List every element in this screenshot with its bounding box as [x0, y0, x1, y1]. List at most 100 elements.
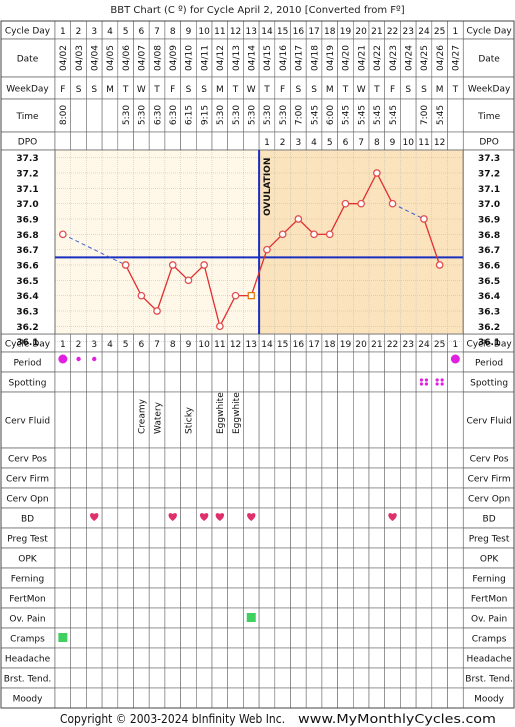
grid-cell — [337, 487, 354, 509]
weekday-label: T — [122, 85, 129, 95]
y-tick-label-right: 37.2 — [478, 170, 500, 180]
grid-cell — [305, 487, 323, 509]
grid-cell — [243, 567, 260, 589]
grid-cell — [133, 447, 150, 469]
grid-cell — [290, 667, 307, 689]
row-label-moody: Moody — [13, 695, 43, 705]
grid-cell — [164, 547, 181, 569]
grid-cell — [86, 647, 103, 669]
dpo-label: 8 — [374, 138, 380, 148]
grid-cell — [400, 487, 417, 509]
row-label-weekday-right: WeekDay — [468, 85, 511, 95]
date-label: 04/06 — [122, 45, 132, 71]
grid-cell — [384, 547, 401, 569]
grid-cell — [384, 527, 401, 549]
grid-cell — [86, 351, 103, 373]
grid-cell — [54, 131, 71, 151]
grid-cell — [321, 351, 338, 373]
grid-cell — [431, 391, 448, 449]
grid-cell — [415, 627, 433, 649]
grid-cell — [258, 627, 276, 649]
weekday-label: M — [106, 85, 114, 95]
date-label: 04/07 — [138, 45, 148, 71]
grid-cell — [196, 647, 213, 669]
grid-cell — [196, 371, 213, 393]
grid-cell — [368, 351, 385, 373]
grid-cell — [180, 567, 197, 589]
grid-cell — [148, 547, 166, 569]
cycle-day-label: 7 — [154, 27, 160, 37]
pre-ovulation-area — [55, 150, 260, 334]
site-link[interactable]: www.MyMonthlyCycles.com — [298, 712, 496, 726]
grid-cell — [258, 507, 276, 529]
grid-cell — [211, 587, 228, 609]
cycle-day-label: 6 — [138, 27, 144, 37]
grid-cell — [384, 627, 401, 649]
grid-cell — [86, 487, 103, 509]
grid-cell — [86, 587, 103, 609]
grid-cell — [415, 467, 433, 489]
grid-cell — [415, 447, 433, 469]
row-label-cramps: Cramps — [10, 635, 45, 645]
grid-cell — [431, 447, 448, 469]
grid-cell — [117, 687, 134, 709]
spotting-dot — [424, 382, 429, 386]
temperature-point — [278, 230, 287, 239]
grid-cell — [290, 351, 307, 373]
grid-cell — [431, 527, 448, 549]
cycle-day-label-bottom: 8 — [170, 340, 176, 350]
date-label: 04/15 — [263, 45, 273, 71]
time-label: 5:30 — [247, 105, 257, 125]
dpo-label: 10 — [403, 138, 415, 148]
grid-cell — [400, 627, 417, 649]
grid-cell — [164, 487, 181, 509]
grid-cell — [196, 527, 213, 549]
grid-cell — [305, 371, 323, 393]
grid-cell — [164, 447, 181, 469]
cycle-day-label: 1 — [60, 27, 66, 37]
grid-cell — [180, 467, 197, 489]
row-label-dpo-right: DPO — [479, 138, 498, 148]
grid-cell — [180, 587, 197, 609]
grid-cell — [180, 547, 197, 569]
y-tick-label-right: 36.1 — [478, 338, 500, 348]
grid-cell — [148, 607, 166, 629]
row-label-time-right: Time — [477, 112, 500, 122]
dpo-label: 6 — [343, 138, 349, 148]
grid-cell — [368, 547, 385, 569]
dpo-label: 2 — [280, 138, 286, 148]
weekday-label: M — [326, 85, 334, 95]
grid-cell — [431, 567, 448, 589]
cycle-day-label-bottom: 15 — [277, 340, 288, 350]
grid-cell — [321, 487, 338, 509]
grid-cell — [70, 627, 87, 649]
grid-cell — [321, 467, 338, 489]
grid-cell — [54, 607, 71, 629]
temperature-point — [435, 261, 444, 269]
grid-cell — [243, 527, 260, 549]
row-label-cerv_pos: Cerv Pos — [8, 455, 47, 465]
grid-cell — [148, 371, 166, 393]
grid-cell — [352, 687, 370, 709]
grid-cell — [352, 391, 370, 449]
grid-cell — [447, 547, 464, 569]
grid-cell — [352, 507, 370, 529]
cycle-day-label-bottom: 22 — [387, 340, 398, 350]
grid-cell — [352, 607, 370, 629]
grid-cell — [133, 607, 150, 629]
grid-cell — [117, 131, 134, 151]
grid-cell — [117, 447, 134, 469]
date-label: 04/08 — [153, 45, 163, 71]
time-label: 5:45 — [373, 105, 383, 125]
y-tick-label-right: 36.3 — [478, 308, 500, 318]
spotting-dot — [419, 382, 424, 386]
date-label: 04/09 — [169, 45, 179, 71]
temperature-point-ovulation — [247, 292, 255, 300]
grid-cell — [86, 447, 103, 469]
grid-cell — [196, 131, 213, 151]
grid-cell — [227, 487, 244, 509]
time-label: 8:00 — [59, 105, 69, 125]
grid-cell — [431, 627, 448, 649]
grid-cell — [70, 447, 87, 469]
grid-cell — [164, 667, 181, 689]
